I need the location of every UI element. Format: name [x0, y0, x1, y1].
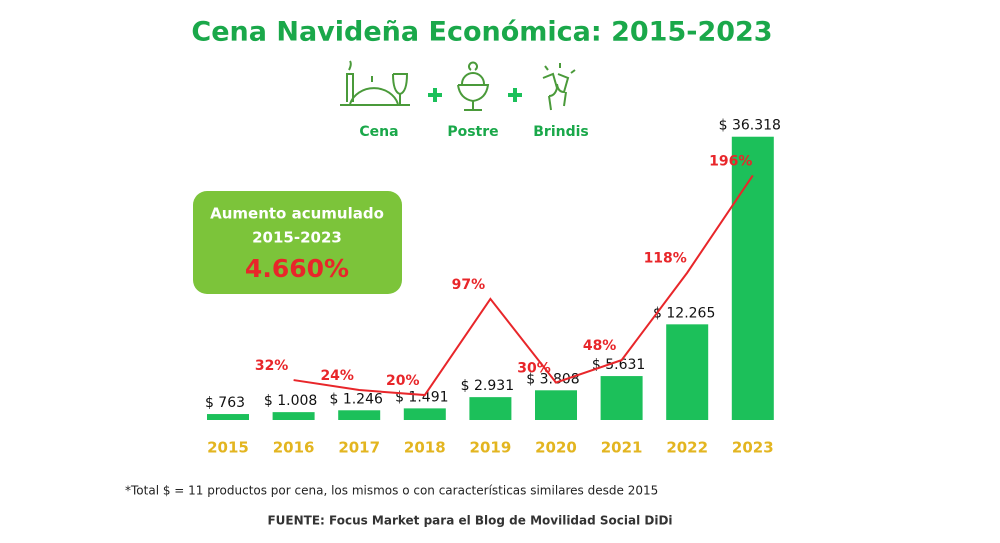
bar: [731, 136, 774, 420]
bar-value-label: $ 1.008: [264, 393, 317, 409]
line-value-label: 32%: [255, 358, 289, 374]
bar-value-label: $ 2.931: [461, 378, 514, 394]
callout-period: 2015-2023: [252, 229, 342, 247]
icon-label: Postre: [447, 124, 498, 140]
footnote: *Total $ = 11 productos por cena, los mi…: [125, 484, 658, 498]
line-value-label: 20%: [386, 373, 420, 389]
x-tick-label: 2019: [470, 439, 512, 457]
x-tick-label: 2020: [535, 439, 577, 457]
bar: [338, 410, 381, 420]
x-tick-label: 2023: [732, 439, 774, 457]
chart-title: Cena Navideña Económica: 2015-2023: [191, 17, 772, 48]
bar-value-label: $ 12.265: [653, 305, 715, 321]
icon-label: Brindis: [533, 124, 589, 140]
x-tick-label: 2021: [601, 439, 643, 457]
bar-value-label: $ 1.491: [395, 389, 448, 405]
bar: [207, 414, 249, 420]
bar: [403, 408, 446, 420]
line-value-label: 24%: [320, 368, 354, 384]
callout-box: [193, 191, 402, 294]
callout-value: 4.660%: [245, 254, 349, 283]
callout-label: Aumento acumulado: [210, 205, 384, 223]
brindis-icon: [542, 63, 576, 111]
bar: [535, 390, 577, 420]
line-value-label: 97%: [452, 277, 486, 293]
bar: [272, 412, 315, 420]
cena-icon: [340, 60, 410, 106]
plus-sign: [428, 88, 522, 102]
bar-value-label: $ 36.318: [719, 118, 781, 134]
line-value-label: 48%: [583, 338, 617, 354]
x-tick-label: 2022: [666, 439, 708, 457]
bar: [600, 376, 643, 420]
x-tick-label: 2016: [273, 439, 315, 457]
bar-value-label: $ 5.631: [592, 357, 645, 373]
bar: [469, 397, 512, 420]
line-value-label: 118%: [644, 251, 687, 267]
x-tick-label: 2018: [404, 439, 446, 457]
bar: [666, 324, 709, 420]
icon-label: Cena: [359, 124, 398, 140]
source: FUENTE: Focus Market para el Blog de Mov…: [267, 514, 672, 528]
line-value-label: 196%: [709, 153, 752, 169]
icons: [340, 60, 576, 111]
growth-line: [293, 174, 754, 397]
postre-icon: [457, 61, 490, 111]
bar-value-label: $ 763: [205, 395, 245, 411]
x-tick-label: 2017: [338, 439, 380, 457]
x-tick-label: 2015: [207, 439, 249, 457]
bar-value-label: $ 1.246: [329, 391, 383, 407]
